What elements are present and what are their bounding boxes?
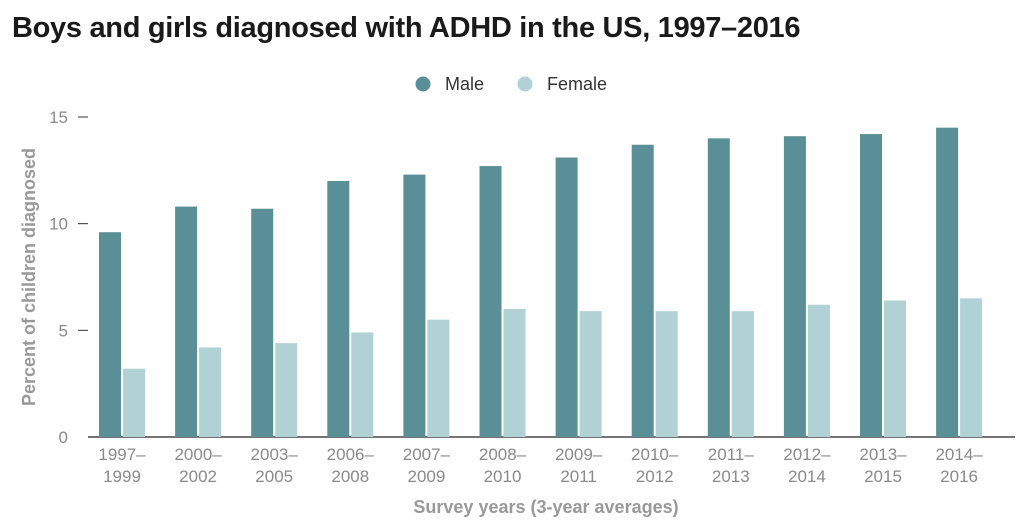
x-tick-label: 2015 [864,467,902,486]
bar-male [175,206,198,437]
x-tick-label: 2006– [327,445,375,464]
bar-male [479,166,502,438]
y-tick-label: 0 [59,428,68,447]
y-tick-label: 5 [59,321,68,340]
y-tick-label: 15 [49,108,68,127]
bar-female [731,311,754,437]
x-tick-label: 2016 [940,467,978,486]
bar-female [884,300,906,437]
x-tick-label: 2007– [403,445,451,464]
bar-male [783,136,806,437]
x-tick-label: 2012– [783,445,831,464]
x-tick-label: 2003– [251,445,299,464]
bar-female [351,332,374,437]
bar-female [123,368,145,437]
x-tick-label: 2014 [788,467,826,486]
x-axis-label: Survey years (3-year averages) [413,497,678,517]
x-tick-label: 2014– [935,445,983,464]
bar-female [579,311,602,437]
bar-female [427,319,450,437]
x-tick-label: 2011– [708,445,755,464]
x-tick-label: 2011 [560,467,597,486]
x-tick-label: 1997– [98,445,146,464]
chart-title: Boys and girls diagnosed with ADHD in th… [12,12,801,44]
bar-male [251,208,274,437]
x-tick-label: 2008 [331,467,369,486]
bar-male [555,157,578,438]
x-tick-label: 2013– [859,445,907,464]
x-tick-label: 2009 [407,467,445,486]
y-tick-label: 10 [49,215,68,234]
bar-female [199,347,222,437]
legend-swatch-male [415,76,431,92]
x-tick-label: 2012 [636,467,674,486]
legend-label-male: Male [445,74,484,94]
bar-male [860,134,882,438]
bar-male [327,181,350,437]
bar-female [960,298,983,437]
bar-female [503,309,526,437]
x-tick-label: 2010 [484,467,522,486]
x-tick-label: 1999 [103,467,141,486]
x-tick-label: 2013 [712,467,750,486]
x-tick-label: 2010– [631,445,679,464]
bar-male [631,144,654,437]
x-tick-label: 2008– [479,445,527,464]
bar-female [275,343,298,437]
x-tick-label: 2005 [255,467,293,486]
bar-male [99,232,121,437]
x-tick-label: 2000– [174,445,222,464]
bar-male [403,174,426,437]
y-axis-label: Percent of children diagnosed [19,148,39,406]
legend-label-female: Female [547,74,607,94]
x-tick-label: 2002 [179,467,217,486]
bar-male [936,127,959,438]
bar-female [655,311,678,437]
x-tick-label: 2009– [555,445,603,464]
bar-female [807,304,830,437]
legend-swatch-female [517,76,533,92]
bar-male [707,138,730,438]
